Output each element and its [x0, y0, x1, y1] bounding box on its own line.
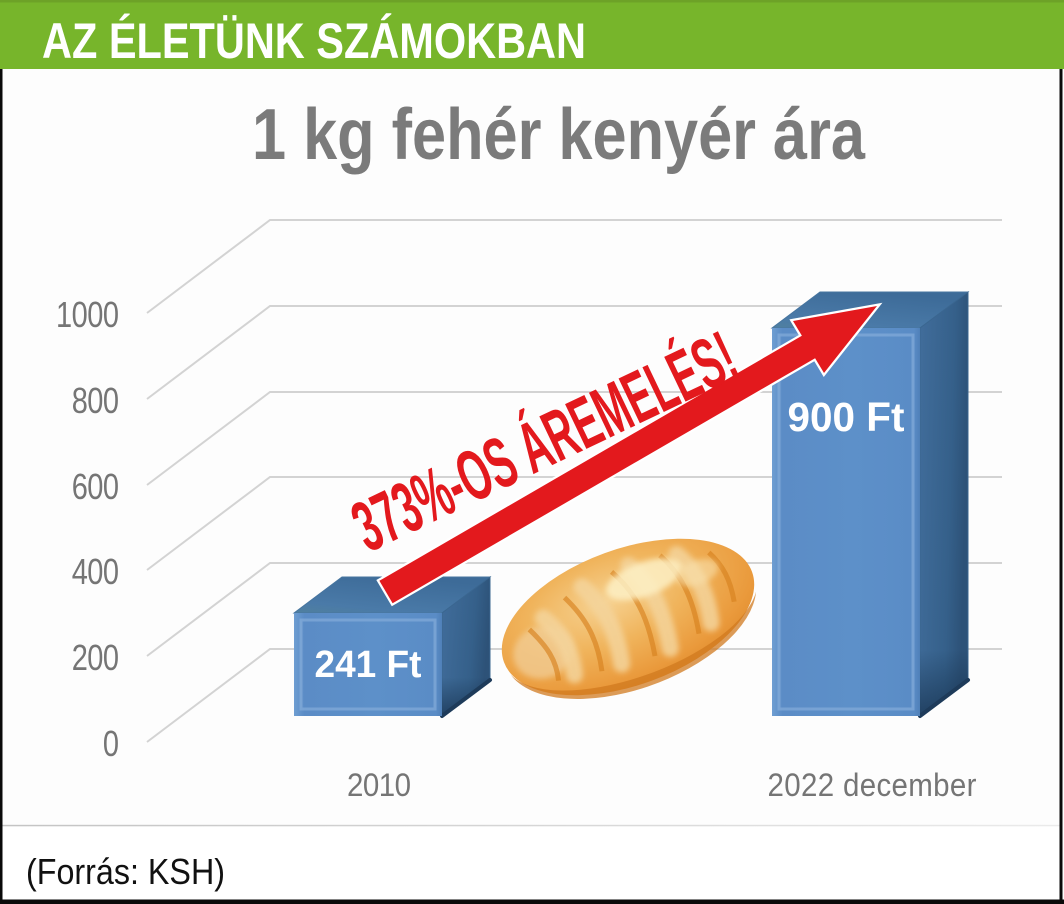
svg-text:2010: 2010	[347, 767, 411, 804]
svg-text:900 Ft: 900 Ft	[788, 394, 905, 440]
svg-text:0: 0	[103, 723, 119, 764]
svg-text:600: 600	[72, 466, 119, 507]
svg-text:200: 200	[72, 637, 119, 678]
svg-text:1 kg fehér kenyér ára: 1 kg fehér kenyér ára	[252, 95, 865, 176]
svg-text:AZ ÉLETÜNK SZÁMOKBAN: AZ ÉLETÜNK SZÁMOKBAN	[42, 13, 586, 69]
svg-text:(Forrás: KSH): (Forrás: KSH)	[26, 853, 225, 893]
svg-text:400: 400	[72, 551, 119, 592]
svg-text:241 Ft: 241 Ft	[315, 643, 422, 685]
svg-text:1000: 1000	[56, 294, 119, 335]
svg-text:2022 december: 2022 december	[768, 767, 977, 804]
svg-text:800: 800	[72, 380, 119, 421]
